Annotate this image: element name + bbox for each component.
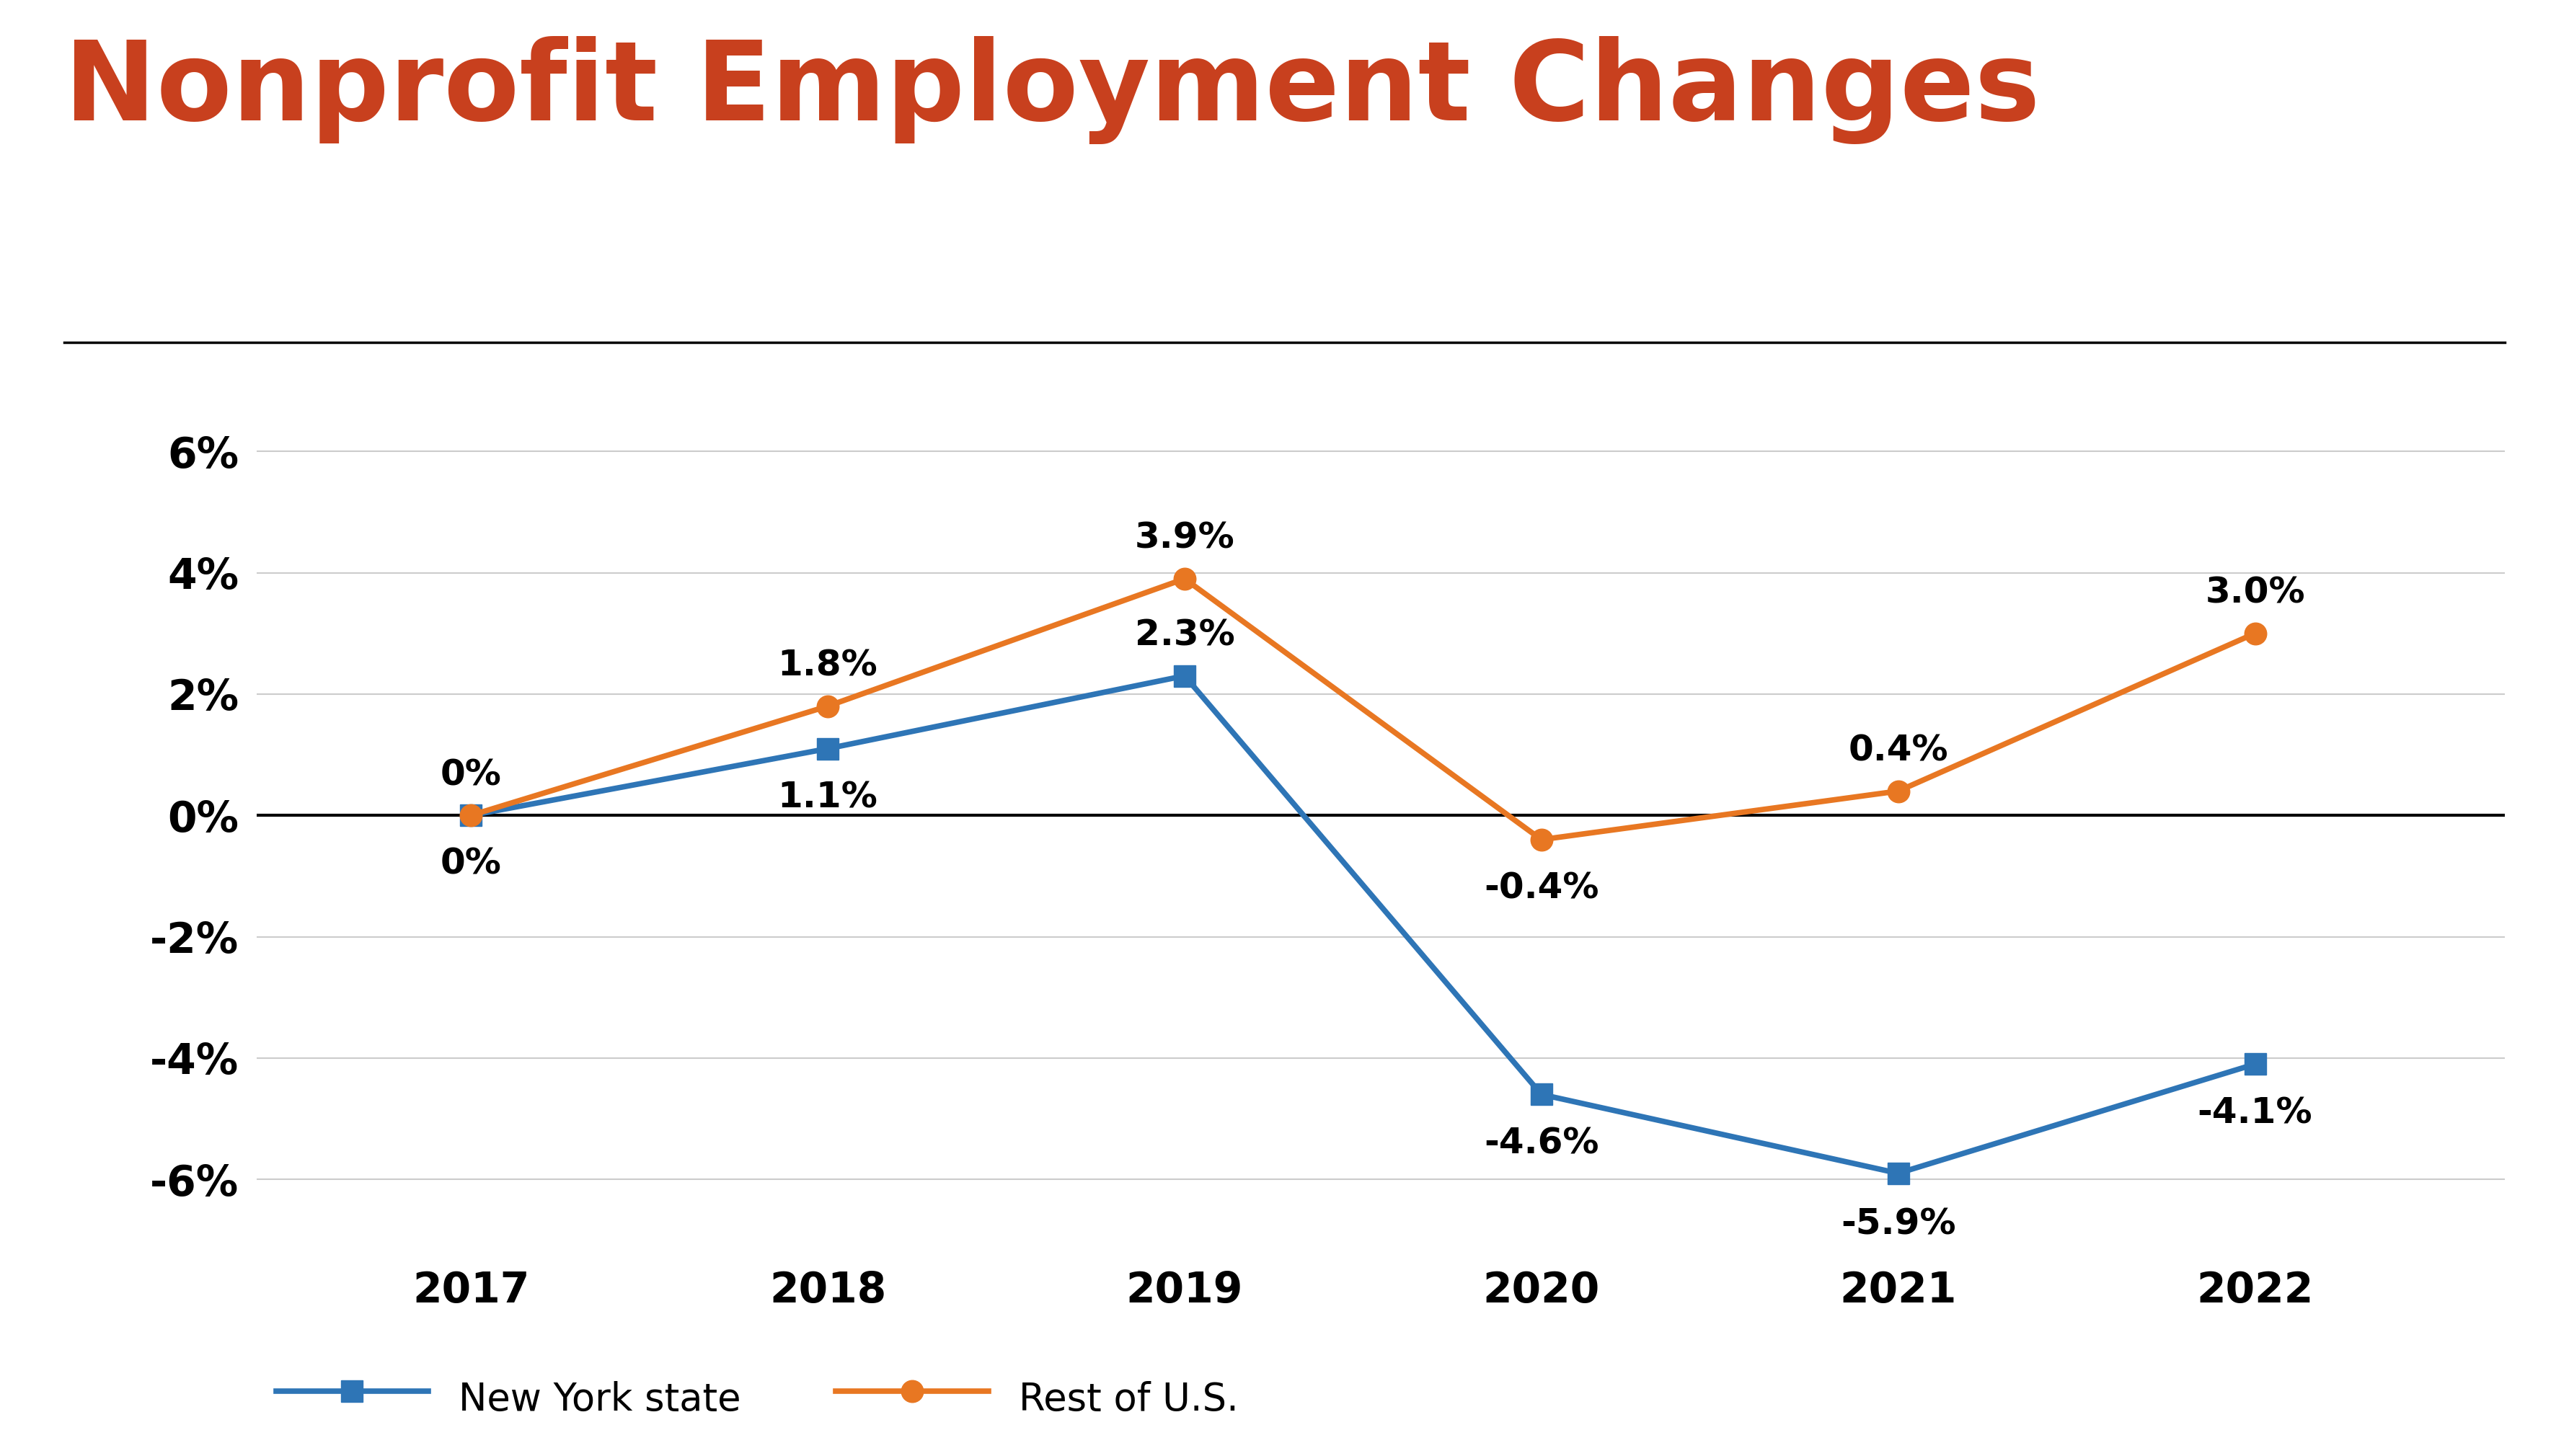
Text: 2.3%: 2.3% bbox=[1135, 619, 1236, 652]
Rest of U.S. bbox=[2240, 625, 2271, 642]
Text: 3.0%: 3.0% bbox=[2204, 575, 2304, 610]
Legend: New York state, Rest of U.S.: New York state, Rest of U.S. bbox=[275, 1372, 1238, 1425]
Line: Rest of U.S.: Rest of U.S. bbox=[460, 568, 2266, 850]
Rest of U.S. bbox=[1526, 831, 1557, 849]
Rest of U.S. bbox=[1883, 782, 1914, 799]
Rest of U.S. bbox=[1169, 569, 1200, 587]
Text: 0%: 0% bbox=[439, 757, 501, 792]
Text: -4.6%: -4.6% bbox=[1485, 1125, 1598, 1160]
Text: Nonprofit Employment Changes: Nonprofit Employment Changes bbox=[64, 36, 2040, 144]
Text: 3.9%: 3.9% bbox=[1135, 521, 1236, 556]
New York state bbox=[1883, 1165, 1914, 1182]
New York state bbox=[812, 740, 843, 757]
Text: 1.1%: 1.1% bbox=[778, 780, 879, 815]
Text: -4.1%: -4.1% bbox=[2196, 1095, 2312, 1130]
Rest of U.S. bbox=[455, 807, 486, 824]
Text: -5.9%: -5.9% bbox=[1839, 1207, 1955, 1242]
New York state bbox=[2240, 1056, 2271, 1073]
New York state bbox=[1169, 667, 1200, 684]
Text: 1.8%: 1.8% bbox=[778, 648, 879, 683]
New York state bbox=[1526, 1086, 1557, 1104]
Rest of U.S. bbox=[812, 697, 843, 715]
Text: 0.4%: 0.4% bbox=[1847, 734, 1947, 769]
Line: New York state: New York state bbox=[460, 665, 2266, 1184]
New York state bbox=[455, 807, 486, 824]
Text: -0.4%: -0.4% bbox=[1485, 871, 1598, 906]
Text: 0%: 0% bbox=[439, 847, 501, 881]
